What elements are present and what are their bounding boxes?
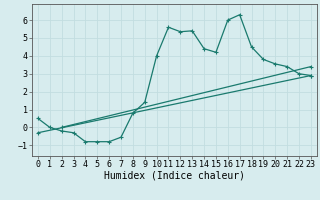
X-axis label: Humidex (Indice chaleur): Humidex (Indice chaleur) bbox=[104, 171, 245, 181]
